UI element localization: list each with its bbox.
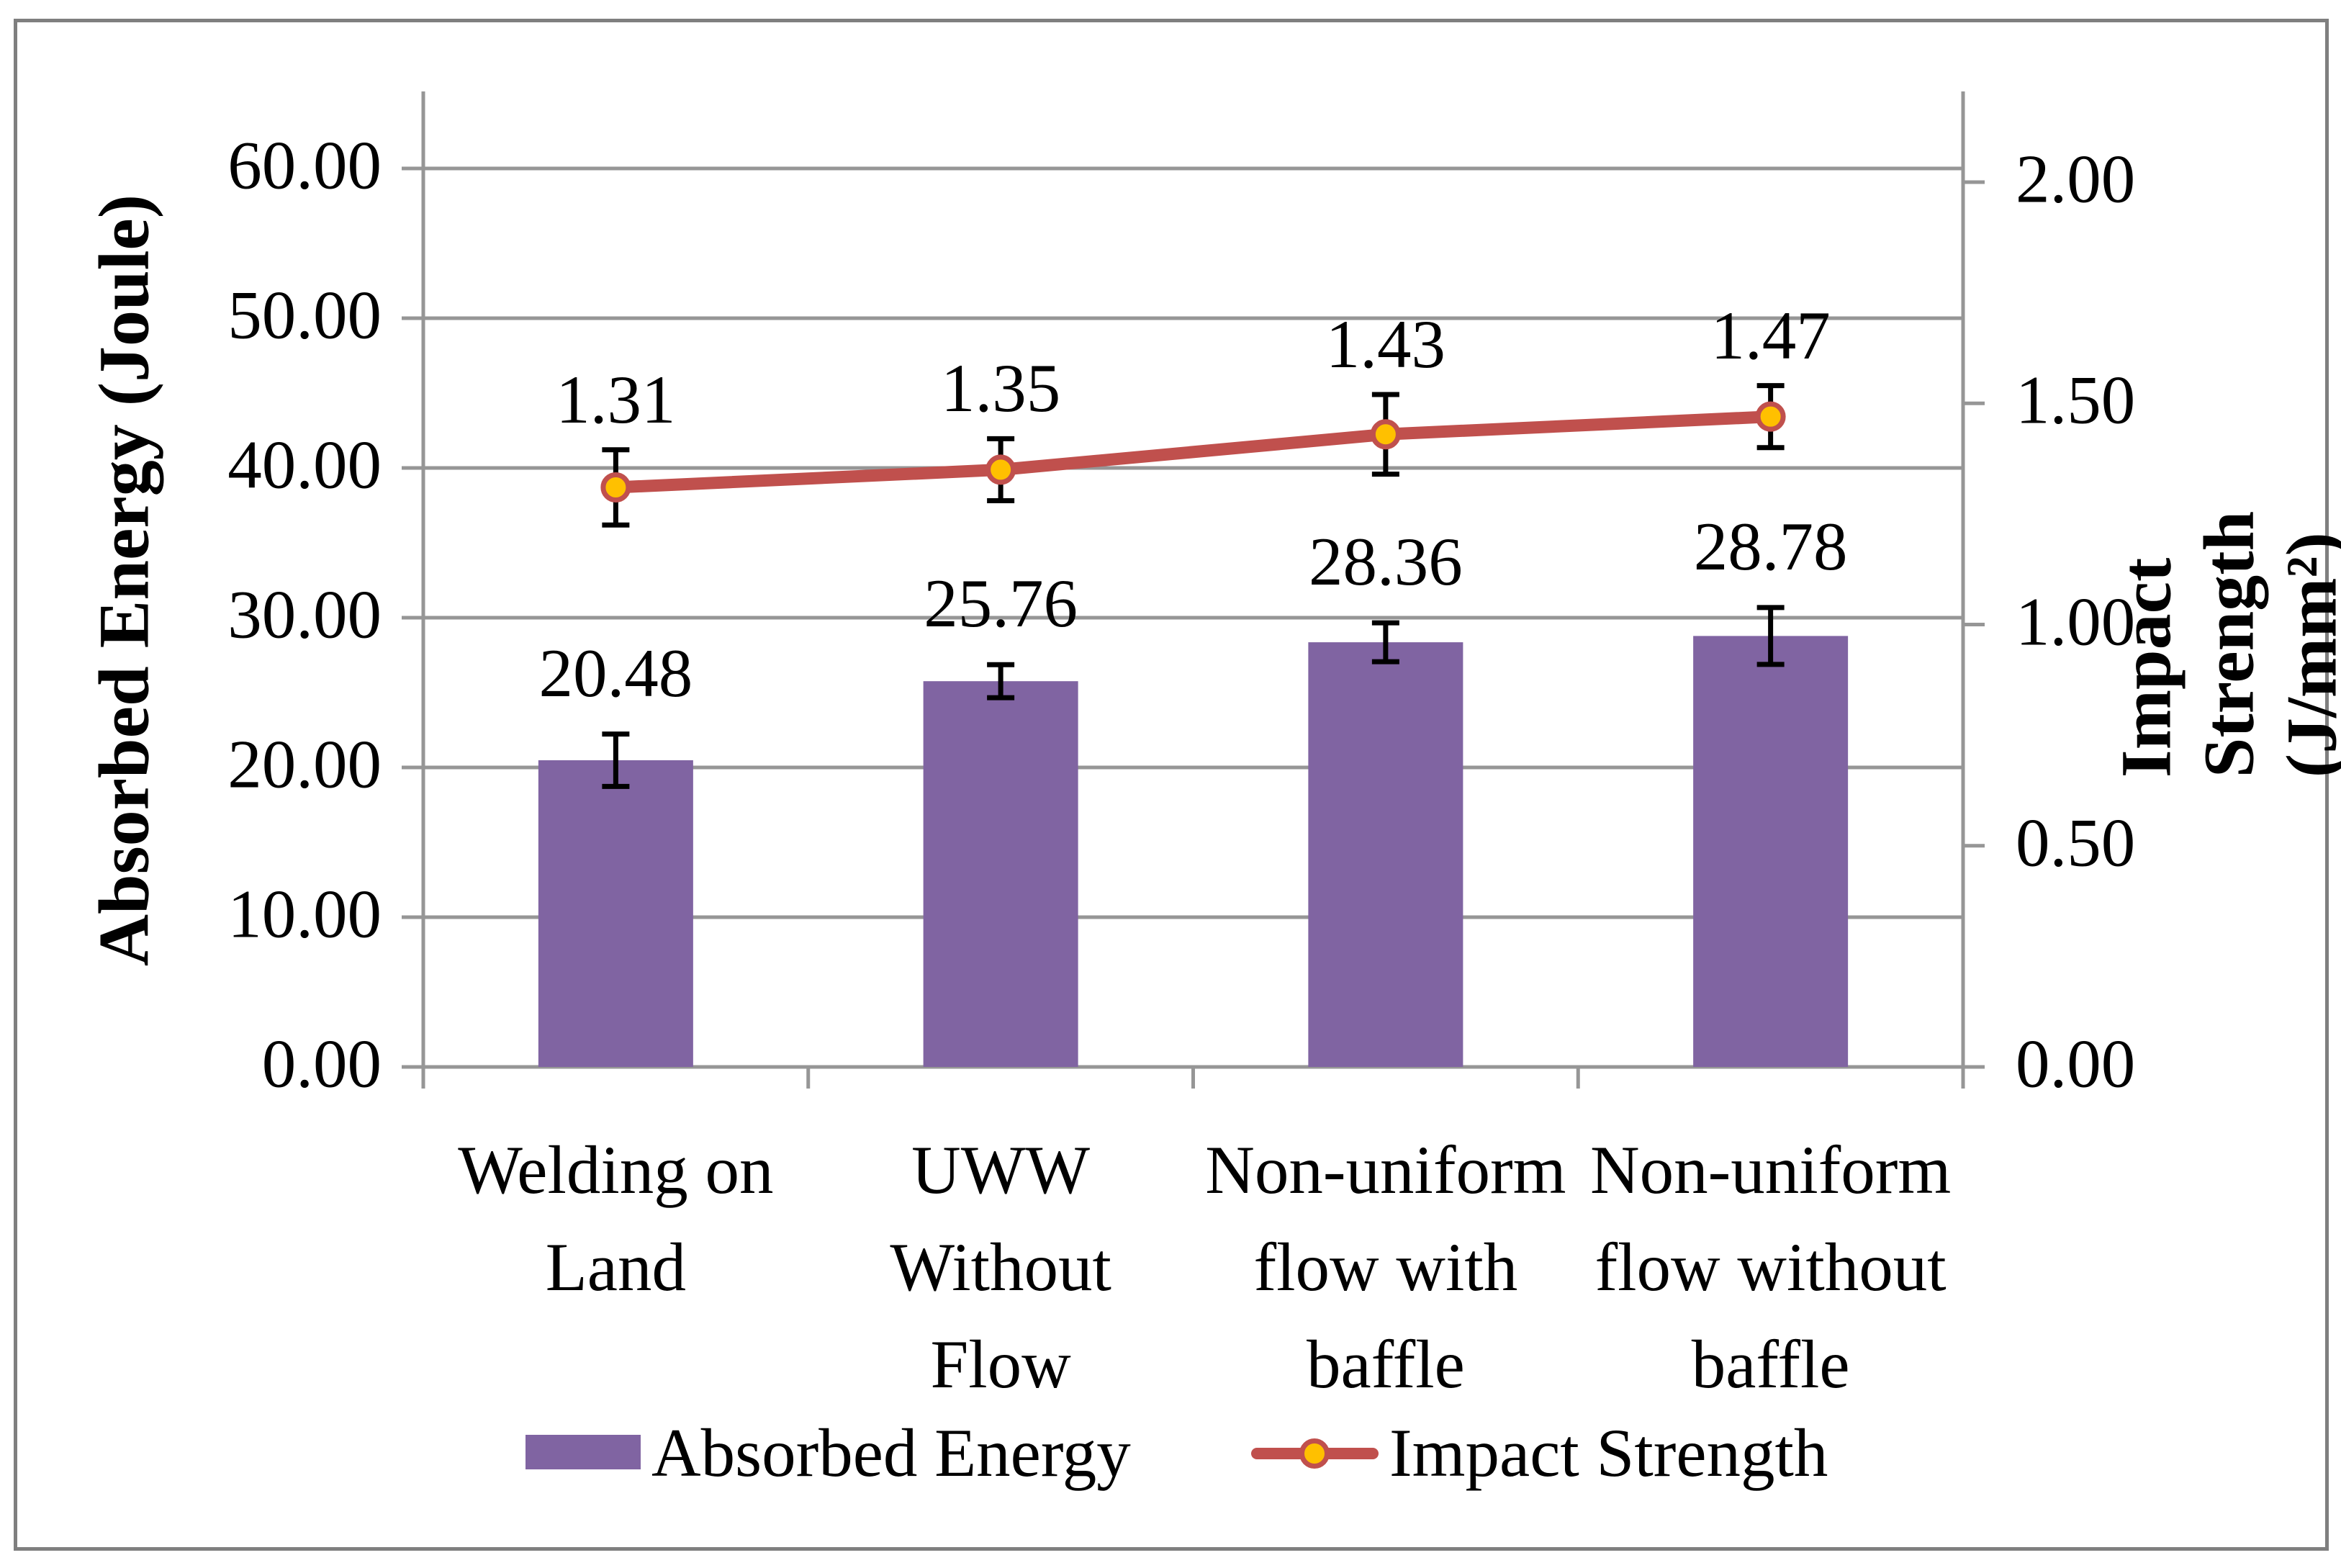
line-marker	[1370, 419, 1401, 450]
bar	[1693, 636, 1849, 1067]
bar-data-label: 28.78	[1693, 508, 1848, 585]
secondary-axis-tick-label: 2.00	[2016, 140, 2136, 217]
bar-data-label: 20.48	[538, 634, 693, 711]
bar	[538, 760, 693, 1067]
category-label-line: flow without	[1595, 1229, 1947, 1305]
category-label-line: Without	[890, 1229, 1111, 1305]
category-label-line: Land	[545, 1229, 686, 1305]
bar-data-label: 28.36	[1309, 523, 1463, 600]
bar	[1308, 642, 1463, 1067]
right-axis-title: Impact Strength (J/mm²)	[2106, 510, 2341, 778]
y-axis-tick-label: 60.00	[227, 127, 382, 204]
y-axis-tick-label: 40.00	[227, 426, 382, 503]
secondary-axis-tick-label: 0.00	[2016, 1025, 2136, 1102]
bar-swatch-icon	[526, 1435, 641, 1469]
impact-strength-line	[609, 410, 1777, 494]
line-marker	[600, 472, 631, 503]
line-marker	[985, 454, 1016, 485]
category-label-line: flow with	[1253, 1229, 1518, 1305]
line-marker-icon	[1251, 1438, 1379, 1469]
bar-data-label: 25.76	[924, 565, 1078, 642]
category-label-line: Non-uniform	[1589, 1132, 1952, 1208]
y-axis-tick-label: 50.00	[227, 276, 382, 353]
line-data-label: 1.35	[941, 350, 1061, 427]
secondary-axis-tick-label: 1.50	[2016, 361, 2136, 438]
legend-label-absorbed-energy: Absorbed Energy	[651, 1414, 1131, 1491]
category-label-line: Flow	[930, 1326, 1071, 1402]
y-axis-tick-label: 20.00	[227, 726, 382, 803]
category-label: Non-uniform flow without baffle	[1562, 1122, 1980, 1413]
secondary-axis-tick-label: 0.50	[2016, 804, 2136, 881]
line-data-label: 1.47	[1710, 297, 1831, 374]
legend-label-impact-strength: Impact Strength	[1389, 1414, 1828, 1491]
secondary-axis-tick-label: 1.00	[2016, 583, 2136, 660]
category-label-line: UWW	[911, 1132, 1091, 1208]
y-axis-tick-label: 30.00	[227, 576, 382, 653]
bar	[923, 681, 1078, 1067]
line-data-label: 1.43	[1325, 305, 1445, 382]
chart-border	[14, 19, 2329, 1551]
y-axis-tick-label: 10.00	[227, 875, 382, 952]
category-label: Non-uniform flow with baffle	[1177, 1122, 1595, 1413]
category-label-line: baffle	[1691, 1326, 1850, 1402]
y-axis-tick-label: 0.00	[261, 1025, 382, 1102]
category-label-line: Welding on	[458, 1132, 774, 1208]
line-data-label: 1.31	[556, 361, 676, 438]
category-label-line: baffle	[1306, 1326, 1465, 1402]
category-label-line: Non-uniform	[1205, 1132, 1566, 1208]
legend-marker-dot	[1299, 1438, 1330, 1469]
line-marker	[1755, 401, 1786, 432]
category-label: Welding on Land	[407, 1122, 824, 1316]
category-label: UWW Without Flow	[792, 1122, 1209, 1413]
